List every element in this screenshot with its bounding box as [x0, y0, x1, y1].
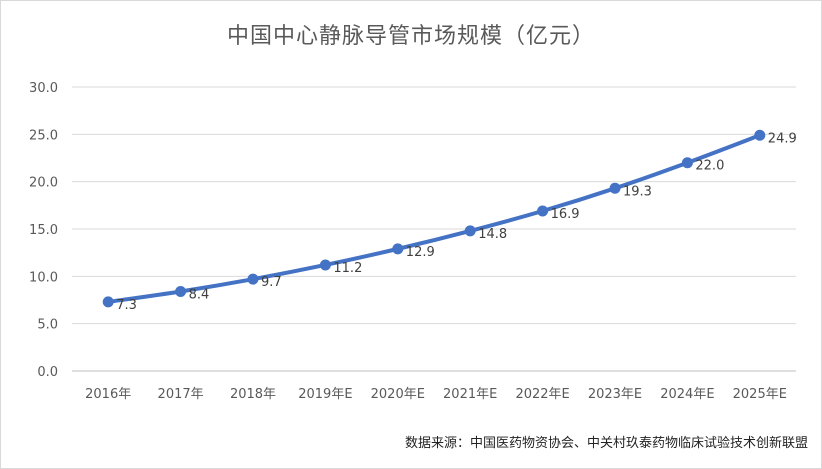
data-point	[247, 273, 259, 285]
data-label: 14.8	[478, 227, 507, 242]
y-tick-label: 20.0	[29, 176, 58, 191]
data-point	[609, 182, 621, 194]
source-note: 数据来源：中国医药物资协会、中关村玖泰药物临床试验技术创新联盟	[404, 436, 808, 451]
x-tick-label: 2018年	[230, 387, 276, 402]
y-tick-label: 5.0	[37, 318, 58, 333]
data-point	[537, 205, 549, 217]
data-label: 19.3	[623, 184, 652, 199]
y-tick-label: 15.0	[29, 223, 58, 238]
x-tick-label: 2024年E	[660, 387, 714, 402]
data-point	[175, 285, 187, 297]
data-labels: 7.3 8.4 9.7 11.2 12.9 14.8 16.9 19.3 22.0 24.9	[116, 131, 797, 313]
data-point	[754, 129, 766, 141]
x-tick-label: 2017年	[158, 387, 204, 402]
x-tick-label: 2025年E	[733, 387, 787, 402]
y-axis-ticks: 0.0 5.0 10.0 15.0 20.0 25.0 30.0	[29, 81, 58, 380]
data-label: 22.0	[695, 159, 724, 174]
data-label: 16.9	[551, 207, 580, 222]
data-label: 8.4	[189, 287, 210, 302]
y-tick-label: 0.0	[37, 365, 58, 380]
x-tick-label: 2023年E	[588, 387, 642, 402]
x-tick-label: 2019年E	[298, 387, 352, 402]
chart-title: 中国中心静脉导管市场规模（亿元）	[226, 24, 595, 49]
data-label: 11.2	[333, 261, 362, 276]
x-tick-label: 2016年	[85, 387, 131, 402]
data-point	[319, 259, 331, 271]
data-label: 9.7	[261, 275, 282, 290]
x-tick-label: 2021年E	[443, 387, 497, 402]
y-tick-label: 10.0	[29, 270, 58, 285]
data-label: 12.9	[406, 245, 435, 260]
x-tick-label: 2020年E	[371, 387, 425, 402]
y-tick-label: 25.0	[29, 128, 58, 143]
data-points	[102, 129, 766, 308]
data-point	[681, 157, 693, 169]
x-axis-ticks: 2016年 2017年 2018年 2019年E 2020年E 2021年E 2022年E 2…	[85, 387, 787, 402]
data-point	[392, 243, 404, 255]
x-tick-label: 2022年E	[515, 387, 569, 402]
y-tick-label: 30.0	[29, 81, 58, 96]
data-label: 24.9	[768, 131, 797, 146]
series-line	[106, 133, 762, 304]
data-label: 7.3	[116, 298, 137, 313]
gridlines	[72, 86, 796, 372]
data-point	[464, 225, 476, 237]
data-point	[102, 296, 114, 308]
